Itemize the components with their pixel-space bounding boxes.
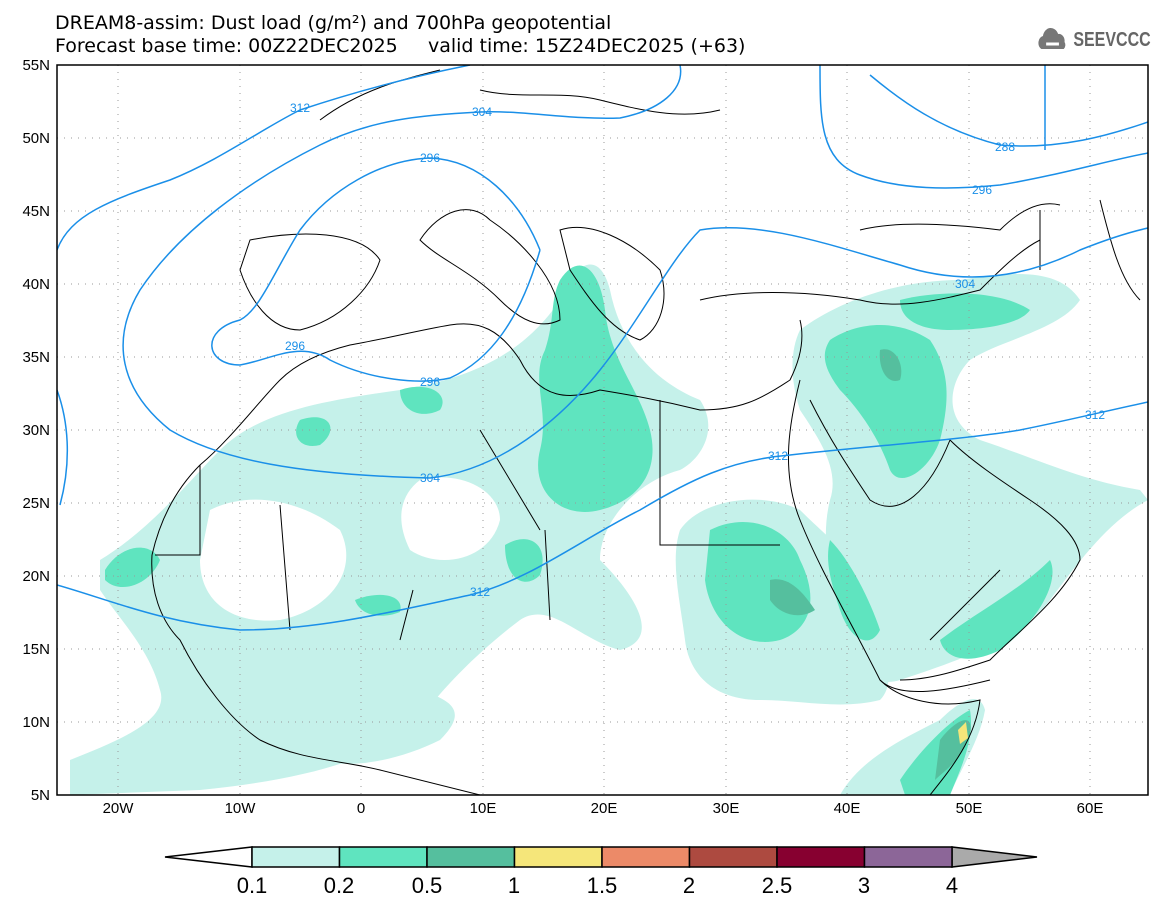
contour-label: 296 (420, 151, 440, 165)
map-frame (56, 64, 1149, 796)
colorbar-over-triangle (951, 846, 1038, 868)
colorbar-tick: 2 (683, 873, 695, 898)
coastlines (151, 69, 1141, 795)
contour-label: 304 (955, 277, 975, 291)
dust-free-areas (200, 477, 500, 621)
contour-label: 312 (470, 585, 490, 599)
lat-label: 45N (22, 203, 50, 220)
lon-label: 40E (834, 800, 861, 817)
contour-label: 312 (1085, 408, 1105, 422)
lon-label: 20E (591, 800, 618, 817)
contour-label: 296 (972, 183, 992, 197)
colorbar-tick: 0.1 (237, 873, 268, 898)
colorbar-tick: 0.2 (324, 873, 355, 898)
contour-label: 312 (768, 449, 788, 463)
colorbar-tick: 2.5 (762, 873, 793, 898)
contour-label: 288 (995, 140, 1015, 154)
colorbar-swatch (688, 846, 778, 868)
lat-label: 50N (22, 130, 50, 147)
dust-field: 312 304 296 288 296 304 296 296 304 312 … (57, 65, 1148, 795)
contour-label: 312 (290, 101, 310, 115)
colorbar-swatch (338, 846, 428, 868)
logo-text: SEEVCCC (1073, 28, 1151, 51)
colorbar-under-triangle (164, 846, 253, 868)
colorbar-tick: 1 (508, 873, 520, 898)
cloud-icon (1038, 27, 1066, 49)
contour-label: 304 (420, 471, 440, 485)
colorbar-swatch (601, 846, 691, 868)
lon-label: 20W (103, 800, 135, 817)
colorbar-tick: 4 (946, 873, 958, 898)
dust-1-1.5 (958, 722, 968, 744)
lat-label: 15N (22, 641, 50, 658)
colorbar-tick: 1.5 (587, 873, 618, 898)
contour-label: 304 (472, 105, 492, 119)
seevccc-logo: SEEVCCC (1035, 27, 1151, 53)
colorbar-swatch (426, 846, 516, 868)
lat-label: 40N (22, 276, 50, 293)
contour-labels: 312 304 296 288 296 304 296 296 304 312 … (285, 101, 1105, 599)
grid-lines (57, 65, 1148, 795)
latitude-labels: 55N 50N 45N 40N 35N 30N 25N 20N 15N 10N … (22, 57, 50, 804)
longitude-labels: 20W 10W 0 10E 20E 30E 40E 50E 60E (103, 800, 1104, 817)
colorbar-swatch (513, 846, 603, 868)
colorbar-swatch (251, 846, 341, 868)
lat-label: 5N (31, 787, 50, 804)
colorbar-tick: 3 (858, 873, 870, 898)
colorbar (164, 846, 1038, 868)
lat-label: 55N (22, 57, 50, 74)
lat-label: 30N (22, 422, 50, 439)
colorbar-swatch (776, 846, 866, 868)
contour-label: 296 (420, 375, 440, 389)
lon-label: 30E (713, 800, 740, 817)
colorbar-swatch (863, 846, 953, 868)
lon-label: 0 (357, 800, 365, 817)
lat-label: 35N (22, 349, 50, 366)
lat-label: 25N (22, 495, 50, 512)
lon-label: 10W (225, 800, 257, 817)
colorbar-tick: 0.5 (412, 873, 443, 898)
geopotential-contours (57, 65, 1148, 631)
lon-label: 50E (956, 800, 983, 817)
lon-label: 60E (1077, 800, 1104, 817)
lon-label: 10E (470, 800, 497, 817)
map-title: DREAM8-assim: Dust load (g/m²) and 700hP… (55, 12, 612, 34)
map-subtitle: Forecast base time: 00Z22DEC2025 valid t… (55, 35, 746, 57)
lat-label: 20N (22, 568, 50, 585)
contour-label: 296 (285, 339, 305, 353)
lat-label: 10N (22, 714, 50, 731)
colorbar-ticks: 0.1 0.2 0.5 1 1.5 2 2.5 3 4 (237, 873, 958, 898)
